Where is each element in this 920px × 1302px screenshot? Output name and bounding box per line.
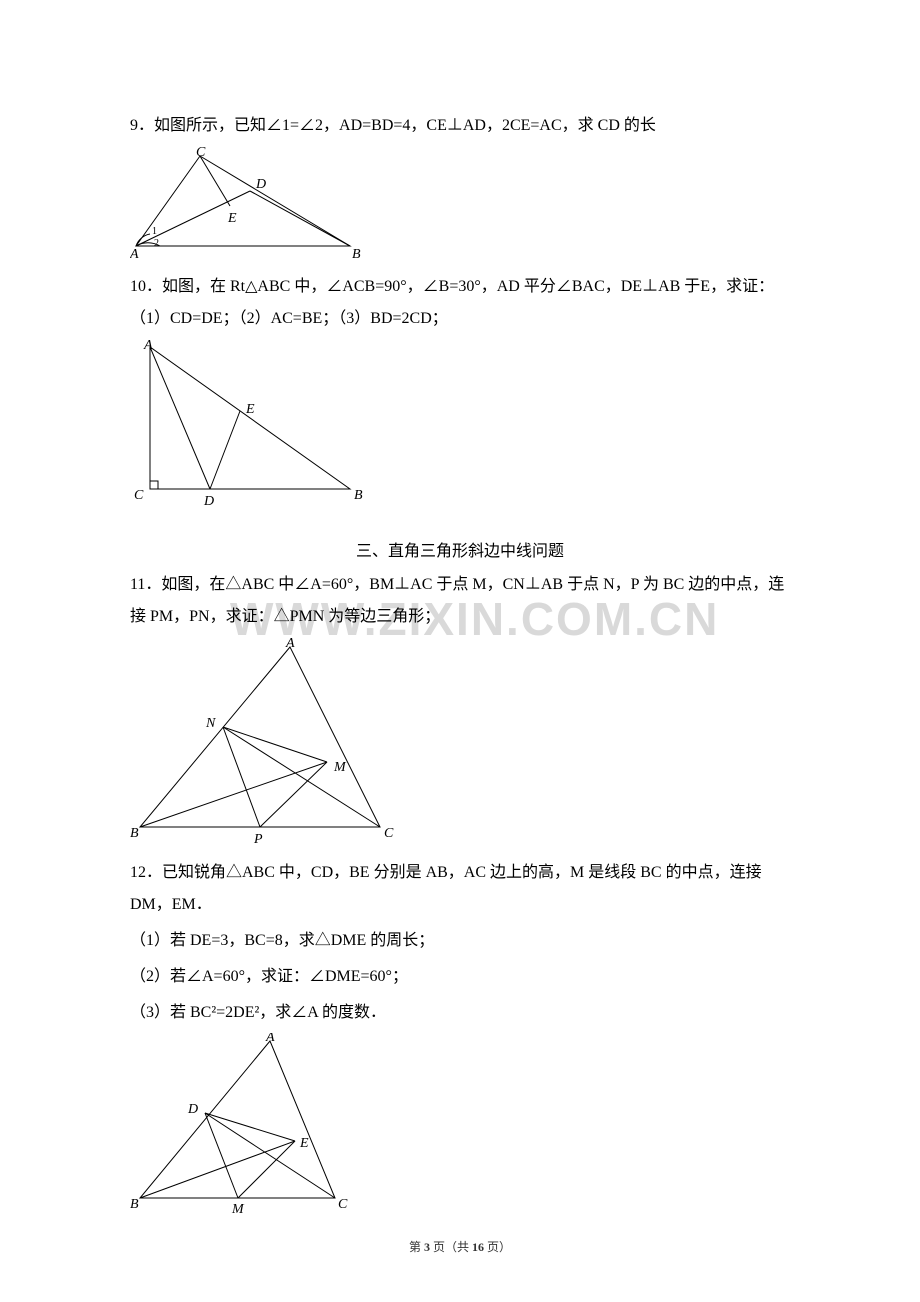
svg-text:A: A xyxy=(285,637,295,651)
svg-text:1: 1 xyxy=(152,226,157,237)
footer-prefix: 第 xyxy=(409,1240,424,1254)
svg-text:D: D xyxy=(203,494,214,509)
svg-text:D: D xyxy=(187,1102,198,1117)
svg-text:D: D xyxy=(255,177,266,192)
document-content: 9．如图所示，已知∠1=∠2，AD=BD=4，CE⊥AD，2CE=AC，求 CD… xyxy=(130,110,790,1255)
svg-text:2: 2 xyxy=(154,238,159,249)
problem-10-figure: A B C D E xyxy=(130,339,790,509)
svg-text:E: E xyxy=(299,1136,309,1151)
svg-text:P: P xyxy=(253,832,263,847)
problem-12-q1: （1）若 DE=3，BC=8，求△DME 的周长； xyxy=(130,925,790,957)
svg-text:C: C xyxy=(196,146,206,160)
problem-12-q3: （3）若 BC²=2DE²，求∠A 的度数． xyxy=(130,997,790,1029)
problem-9-figure: A B C D E 1 2 xyxy=(130,146,790,261)
svg-text:E: E xyxy=(227,211,237,226)
svg-text:E: E xyxy=(245,402,255,417)
svg-text:M: M xyxy=(333,760,347,775)
footer-total: 16 xyxy=(472,1240,484,1254)
svg-text:A: A xyxy=(265,1033,275,1045)
problem-11-figure: A B C N M P xyxy=(130,637,790,847)
svg-text:C: C xyxy=(134,488,144,503)
problem-10-text: 10．如图，在 Rt△ABC 中，∠ACB=90°，∠B=30°，AD 平分∠B… xyxy=(130,271,790,335)
svg-text:B: B xyxy=(130,826,139,841)
page-footer: 第 3 页（共 16 页） xyxy=(130,1238,790,1255)
footer-mid: 页（共 xyxy=(430,1240,472,1254)
svg-text:C: C xyxy=(338,1197,348,1212)
problem-11-text: 11．如图，在△ABC 中∠A=60°，BM⊥AC 于点 M，CN⊥AB 于点 … xyxy=(130,569,790,633)
problem-9-text: 9．如图所示，已知∠1=∠2，AD=BD=4，CE⊥AD，2CE=AC，求 CD… xyxy=(130,110,790,142)
svg-text:N: N xyxy=(205,716,216,731)
svg-text:B: B xyxy=(354,488,363,503)
svg-text:B: B xyxy=(352,247,361,261)
footer-suffix: 页） xyxy=(484,1240,511,1254)
section-3-title: 三、直角三角形斜边中线问题 xyxy=(130,537,790,561)
svg-text:M: M xyxy=(231,1202,245,1217)
problem-12-text: 12．已知锐角△ABC 中，CD，BE 分别是 AB，AC 边上的高，M 是线段… xyxy=(130,857,790,921)
svg-text:B: B xyxy=(130,1197,139,1212)
svg-text:A: A xyxy=(143,339,153,353)
problem-12-figure: A B C D E M xyxy=(130,1033,790,1218)
problem-12-q2: （2）若∠A=60°，求证：∠DME=60°； xyxy=(130,961,790,993)
svg-text:C: C xyxy=(384,826,394,841)
svg-text:A: A xyxy=(130,247,139,261)
